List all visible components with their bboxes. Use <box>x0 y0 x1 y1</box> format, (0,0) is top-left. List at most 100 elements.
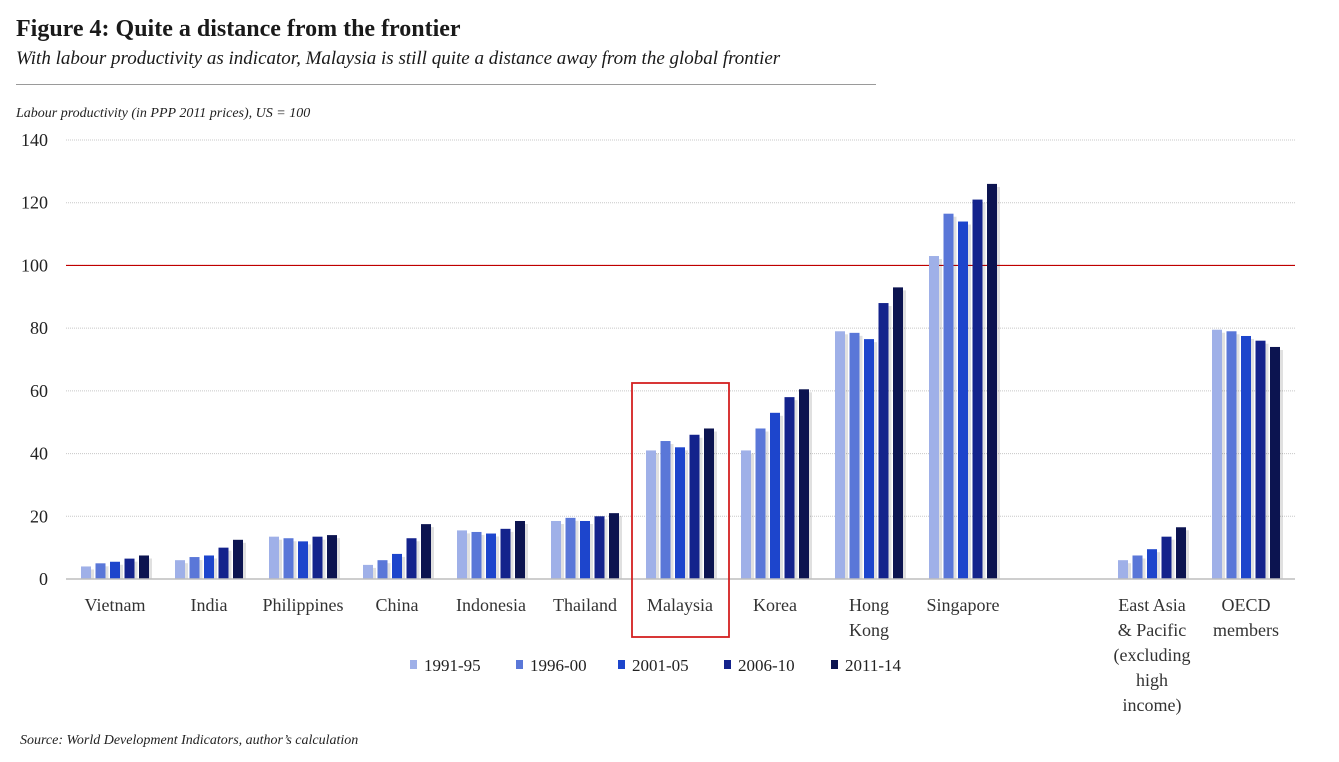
bar <box>1241 335 1251 579</box>
bar <box>1212 329 1222 579</box>
bar <box>81 566 91 579</box>
figure-title: Figure 4: Quite a distance from the fron… <box>16 16 461 42</box>
legend-swatch <box>516 660 523 669</box>
bar <box>784 397 795 579</box>
legend-swatch <box>410 660 417 669</box>
legend-swatch <box>724 660 731 669</box>
bar <box>958 221 968 579</box>
y-axis-caption: Labour productivity (in PPP 2011 prices)… <box>16 106 311 121</box>
bar <box>580 520 590 579</box>
bar <box>646 450 656 579</box>
highlight-box <box>631 382 730 638</box>
bar <box>124 558 135 579</box>
bar <box>943 213 954 580</box>
source-note: Source: World Development Indicators, au… <box>20 733 359 748</box>
bar <box>377 560 388 579</box>
legend: 1991-95 1996-00 2001-05 2006-10 2011-14 <box>410 656 902 675</box>
category-label: Korea <box>753 595 797 615</box>
category-label: India <box>191 595 228 615</box>
category-label: income) <box>1123 695 1182 716</box>
bar <box>421 524 431 579</box>
category-label: & Pacific <box>1118 620 1186 640</box>
bar <box>175 560 185 579</box>
bar <box>110 561 120 579</box>
bar <box>233 539 243 579</box>
category-label: Vietnam <box>85 595 146 615</box>
bar <box>283 538 294 579</box>
category-label: Hong <box>849 595 889 615</box>
bar <box>139 555 149 579</box>
legend-swatch <box>618 660 625 669</box>
bar <box>594 516 605 579</box>
bar <box>1270 346 1280 579</box>
bar <box>500 528 511 579</box>
category-label: China <box>376 595 419 615</box>
bar <box>864 339 874 579</box>
bar <box>392 553 402 579</box>
bar <box>327 535 337 579</box>
legend-label: 1996-00 <box>530 656 587 675</box>
bar <box>1132 555 1143 579</box>
y-tick-label: 40 <box>30 444 48 464</box>
figure-subtitle: With labour productivity as indicator, M… <box>16 48 781 69</box>
bar <box>312 536 323 579</box>
category-label: Malaysia <box>647 595 713 615</box>
bar <box>363 564 373 579</box>
highlight-box-group <box>631 382 730 638</box>
bar <box>515 520 525 579</box>
y-tick-label: 140 <box>21 130 48 150</box>
legend-label: 2011-14 <box>845 656 902 675</box>
y-tick-label: 120 <box>21 193 48 213</box>
bar <box>987 183 997 579</box>
bar <box>486 533 496 579</box>
bar <box>565 517 576 579</box>
bar <box>755 428 766 579</box>
bar <box>704 428 714 579</box>
bar <box>457 530 467 579</box>
bar <box>770 412 780 579</box>
bar <box>406 538 417 579</box>
axes: 0 20 40 60 80 100 120 140 <box>21 130 1295 589</box>
legend-label: 2001-05 <box>632 656 689 675</box>
y-tick-label: 100 <box>21 255 48 275</box>
bar <box>1255 340 1266 579</box>
bar <box>609 513 619 579</box>
category-label: East Asia <box>1118 595 1186 615</box>
y-tick-label: 0 <box>39 569 48 589</box>
category-label: Singapore <box>927 595 1000 615</box>
bar <box>689 434 700 579</box>
bar <box>878 303 889 579</box>
category-label: Thailand <box>553 595 617 615</box>
bar <box>799 389 809 579</box>
bar <box>218 547 229 579</box>
bar <box>1176 527 1186 579</box>
category-label: Indonesia <box>456 595 526 615</box>
bar <box>298 541 308 579</box>
category-label: OECD <box>1222 595 1271 615</box>
bar <box>551 520 561 579</box>
bar <box>835 331 845 579</box>
title-divider <box>16 84 876 85</box>
bar <box>204 555 214 579</box>
category-label: members <box>1213 620 1279 640</box>
bar <box>1118 560 1128 579</box>
bar <box>1161 536 1172 579</box>
bar <box>95 563 106 579</box>
category-label: Philippines <box>262 595 343 615</box>
bar <box>1226 331 1237 579</box>
legend-label: 1991-95 <box>424 656 481 675</box>
legend-label: 2006-10 <box>738 656 795 675</box>
category-labels: Vietnam India Philippines China Indonesia Tha… <box>85 595 1279 716</box>
bar <box>675 447 685 579</box>
bar <box>849 332 860 579</box>
bars <box>81 183 1283 580</box>
bar <box>972 199 983 580</box>
y-tick-label: 80 <box>30 318 48 338</box>
bar <box>893 287 903 579</box>
y-tick-label: 20 <box>30 506 48 526</box>
bar <box>660 441 671 579</box>
bar <box>1147 549 1157 579</box>
category-label: high <box>1136 670 1168 690</box>
category-label: Kong <box>849 620 889 640</box>
